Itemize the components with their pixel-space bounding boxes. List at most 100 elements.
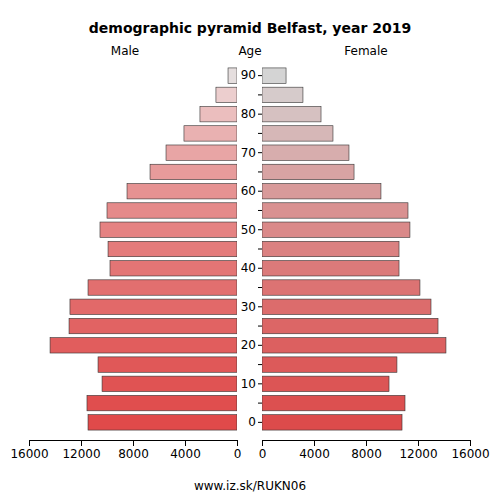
bar xyxy=(166,145,237,160)
bar xyxy=(70,299,237,314)
tick: 70 xyxy=(241,146,262,160)
bar xyxy=(88,280,237,295)
bar xyxy=(262,126,333,141)
panel-heading: Male xyxy=(111,44,139,58)
bar xyxy=(100,222,237,237)
tick: 60 xyxy=(241,184,262,198)
tick: 30 xyxy=(241,300,262,314)
tick-mark xyxy=(29,440,30,446)
tick: 0 xyxy=(248,415,262,429)
bar xyxy=(262,280,420,295)
tick-mark xyxy=(185,440,186,446)
tick-mark xyxy=(418,440,419,446)
bar xyxy=(184,126,237,141)
title: demographic pyramid Belfast, year 2019 xyxy=(89,20,411,36)
tick-mark xyxy=(258,422,262,423)
tick xyxy=(258,287,262,288)
tick-mark xyxy=(258,403,262,404)
tick: 16000 xyxy=(451,440,489,461)
tick-label: 0 xyxy=(259,447,267,461)
bar xyxy=(107,203,237,218)
tick-label: 16000 xyxy=(451,447,489,461)
bar xyxy=(216,87,237,102)
bar xyxy=(102,376,237,391)
bar xyxy=(262,318,438,333)
tick-mark xyxy=(258,171,262,172)
tick-mark xyxy=(258,133,262,134)
tick xyxy=(258,171,262,172)
tick-mark xyxy=(258,152,262,153)
x-axis: 0 4000 8000 12000 16000 xyxy=(10,440,241,461)
tick: 0 xyxy=(234,440,242,461)
bar xyxy=(150,164,237,179)
bar xyxy=(50,338,237,353)
bar xyxy=(262,241,399,256)
tick: 8000 xyxy=(351,440,382,461)
tick-mark xyxy=(258,345,262,346)
tick-mark xyxy=(258,229,262,230)
tick-label: 70 xyxy=(241,146,256,160)
tick: 20 xyxy=(241,338,262,352)
tick-label: 0 xyxy=(248,415,256,429)
tick: 12000 xyxy=(62,440,100,461)
tick-label: 0 xyxy=(234,447,242,461)
tick-label: 30 xyxy=(241,300,256,314)
tick: 80 xyxy=(241,107,262,121)
tick-mark xyxy=(258,326,262,327)
panel-heading: Female xyxy=(344,44,387,58)
bar xyxy=(108,241,237,256)
tick-mark xyxy=(470,440,471,446)
bar xyxy=(262,261,399,276)
tick-label: 50 xyxy=(241,223,256,237)
tick xyxy=(258,133,262,134)
bar xyxy=(262,395,405,410)
tick-mark xyxy=(81,440,82,446)
bar xyxy=(262,164,354,179)
tick xyxy=(258,94,262,95)
caption: www.iz.sk/RUKN06 xyxy=(194,479,306,493)
tick-label: 10 xyxy=(241,377,256,391)
tick: 0 xyxy=(259,440,267,461)
bar xyxy=(262,415,402,430)
tick-mark xyxy=(258,306,262,307)
tick-mark xyxy=(258,249,262,250)
tick-mark xyxy=(258,383,262,384)
tick-mark xyxy=(258,287,262,288)
bars-male xyxy=(50,68,237,430)
tick-label: 60 xyxy=(241,184,256,198)
tick-label: 20 xyxy=(241,338,256,352)
tick xyxy=(258,326,262,327)
tick: 50 xyxy=(241,223,262,237)
bar xyxy=(110,261,237,276)
tick xyxy=(258,364,262,365)
tick xyxy=(258,403,262,404)
tick: 4000 xyxy=(299,440,330,461)
bar xyxy=(262,357,397,372)
y-axis-title: Age xyxy=(238,44,261,58)
tick-mark xyxy=(258,191,262,192)
bar xyxy=(69,318,237,333)
tick-label: 12000 xyxy=(399,447,437,461)
tick-label: 8000 xyxy=(118,447,149,461)
tick: 40 xyxy=(241,261,262,275)
tick xyxy=(258,249,262,250)
tick-mark xyxy=(258,364,262,365)
y-axis: 0102030405060708090 xyxy=(241,68,262,429)
bar xyxy=(87,395,237,410)
bar xyxy=(262,106,321,121)
tick-mark xyxy=(258,268,262,269)
bar xyxy=(262,68,286,83)
tick-mark xyxy=(366,440,367,446)
bar xyxy=(262,184,381,199)
tick-mark xyxy=(262,440,263,446)
tick: 4000 xyxy=(170,440,201,461)
bars-female xyxy=(262,68,446,430)
bar xyxy=(88,415,237,430)
tick-mark xyxy=(258,75,262,76)
tick-label: 16000 xyxy=(10,447,48,461)
tick-mark xyxy=(314,440,315,446)
tick: 10 xyxy=(241,377,262,391)
bar xyxy=(262,338,446,353)
bar xyxy=(228,68,237,83)
bar xyxy=(98,357,237,372)
